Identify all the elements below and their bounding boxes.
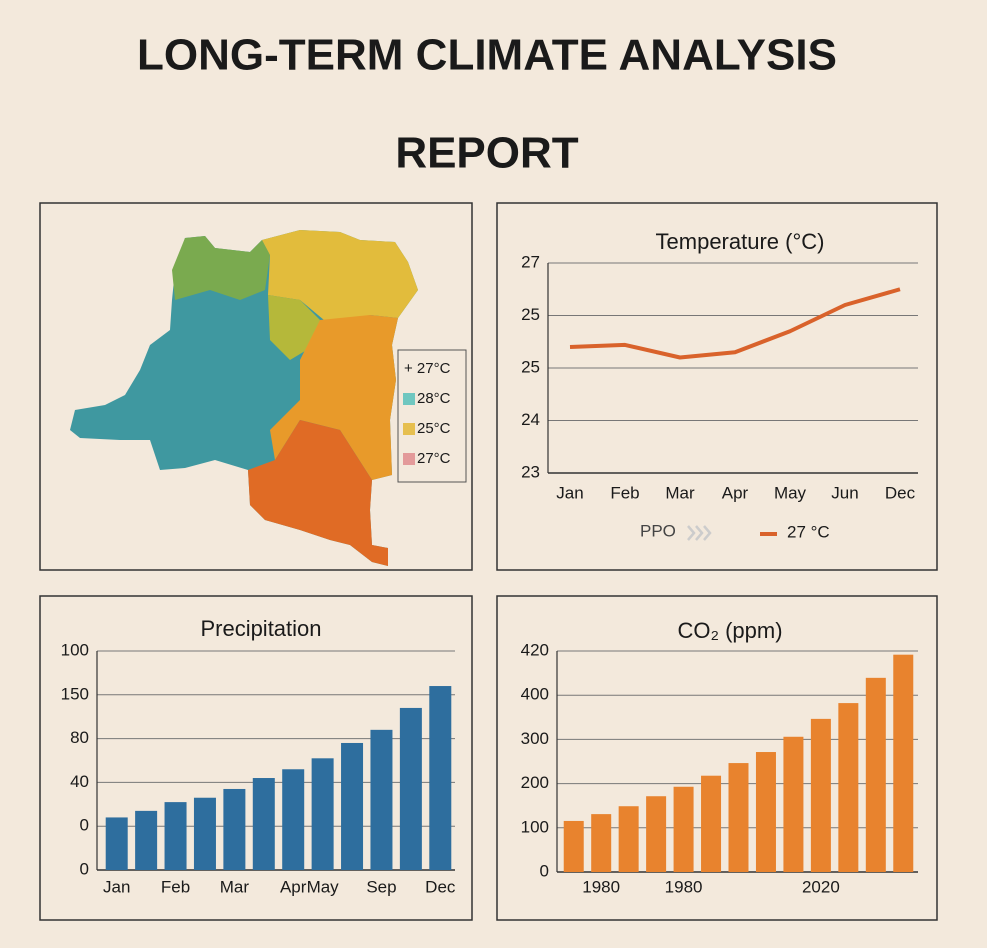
bar: [618, 806, 639, 872]
x-tick-label: Mar: [665, 483, 695, 502]
bar: [282, 769, 305, 870]
legend-label: + 27°C: [404, 360, 451, 377]
legend-label: 27°C: [417, 450, 451, 467]
bar: [429, 686, 452, 870]
y-tick-label: 200: [521, 773, 549, 792]
chart-title: CO₂ (ppm): [677, 618, 782, 643]
bar: [893, 654, 914, 872]
chart-title: Temperature (°C): [656, 229, 825, 254]
y-tick-label: 25: [521, 357, 540, 376]
bar: [673, 786, 694, 872]
x-tick-label: Jan: [556, 483, 583, 502]
bar: [755, 752, 776, 872]
map: [70, 230, 467, 566]
y-tick-label: 24: [521, 410, 540, 429]
legend-label: 27 °C: [787, 522, 830, 541]
y-tick-label: 40: [70, 772, 89, 791]
legend-label: 25°C: [417, 420, 451, 437]
bar: [399, 707, 422, 870]
bar: [646, 796, 667, 872]
x-tick-label: 1980: [665, 877, 703, 896]
bar: [591, 814, 612, 872]
line: [569, 287, 901, 360]
y-tick-label: 23: [521, 462, 540, 481]
bar: [105, 817, 128, 870]
x-tick-label: May: [774, 483, 807, 502]
report-title: LONG-TERM CLIMATE ANALYSIS: [137, 31, 837, 80]
x-tick-label: Jan: [103, 877, 130, 896]
bar: [370, 729, 393, 870]
y-tick-label: 300: [521, 729, 549, 748]
bar: [164, 802, 187, 870]
x-tick-label: Feb: [161, 877, 190, 896]
bar: [311, 758, 334, 870]
x-tick-label: Dec: [425, 877, 456, 896]
chart-panel: [496, 595, 938, 921]
map-panel: [39, 202, 473, 571]
y-tick-label: 0: [540, 861, 549, 880]
y-tick-label: 0: [80, 859, 89, 878]
x-tick-label: Sep: [366, 877, 396, 896]
chart-title: Precipitation: [200, 616, 321, 641]
bar: [135, 810, 158, 870]
x-tick-label: 2020: [802, 877, 840, 896]
y-tick-label: 100: [521, 817, 549, 836]
x-tick-label: Apr: [722, 483, 749, 502]
bar: [252, 778, 275, 870]
bar: [193, 797, 216, 870]
chevrons: [687, 525, 712, 541]
legend-swatch: [403, 453, 415, 465]
bar: [341, 742, 364, 870]
bar: [838, 703, 859, 872]
legend-swatch: [403, 393, 415, 405]
x-tick-label: Mar: [220, 877, 250, 896]
chart-panel: [496, 202, 938, 571]
bar: [223, 788, 246, 870]
x-tick-label: May: [307, 877, 340, 896]
bar: [563, 820, 584, 872]
bar: [810, 718, 831, 872]
report-title: REPORT: [395, 129, 578, 178]
y-tick-label: 80: [70, 728, 89, 747]
legend-label: 28°C: [417, 390, 451, 407]
x-tick-label: Dec: [885, 483, 916, 502]
bar: [701, 775, 722, 872]
y-tick-label: 420: [521, 640, 549, 659]
legend-swatch: [403, 423, 415, 435]
x-tick-label: Feb: [610, 483, 639, 502]
y-tick-label: 100: [61, 640, 89, 659]
annotation: PPO: [640, 521, 676, 540]
y-tick-label: 25: [521, 305, 540, 324]
x-tick-label: Apr: [280, 877, 307, 896]
x-tick-label: 1980: [582, 877, 620, 896]
chart-panel: [39, 595, 473, 921]
x-tick-label: Jun: [831, 483, 858, 502]
bar: [783, 736, 804, 872]
bar: [865, 677, 886, 872]
y-tick-label: 150: [61, 684, 89, 703]
y-tick-label: 400: [521, 685, 549, 704]
y-tick-label: 0: [80, 816, 89, 835]
bar: [728, 763, 749, 872]
y-tick-label: 27: [521, 252, 540, 271]
